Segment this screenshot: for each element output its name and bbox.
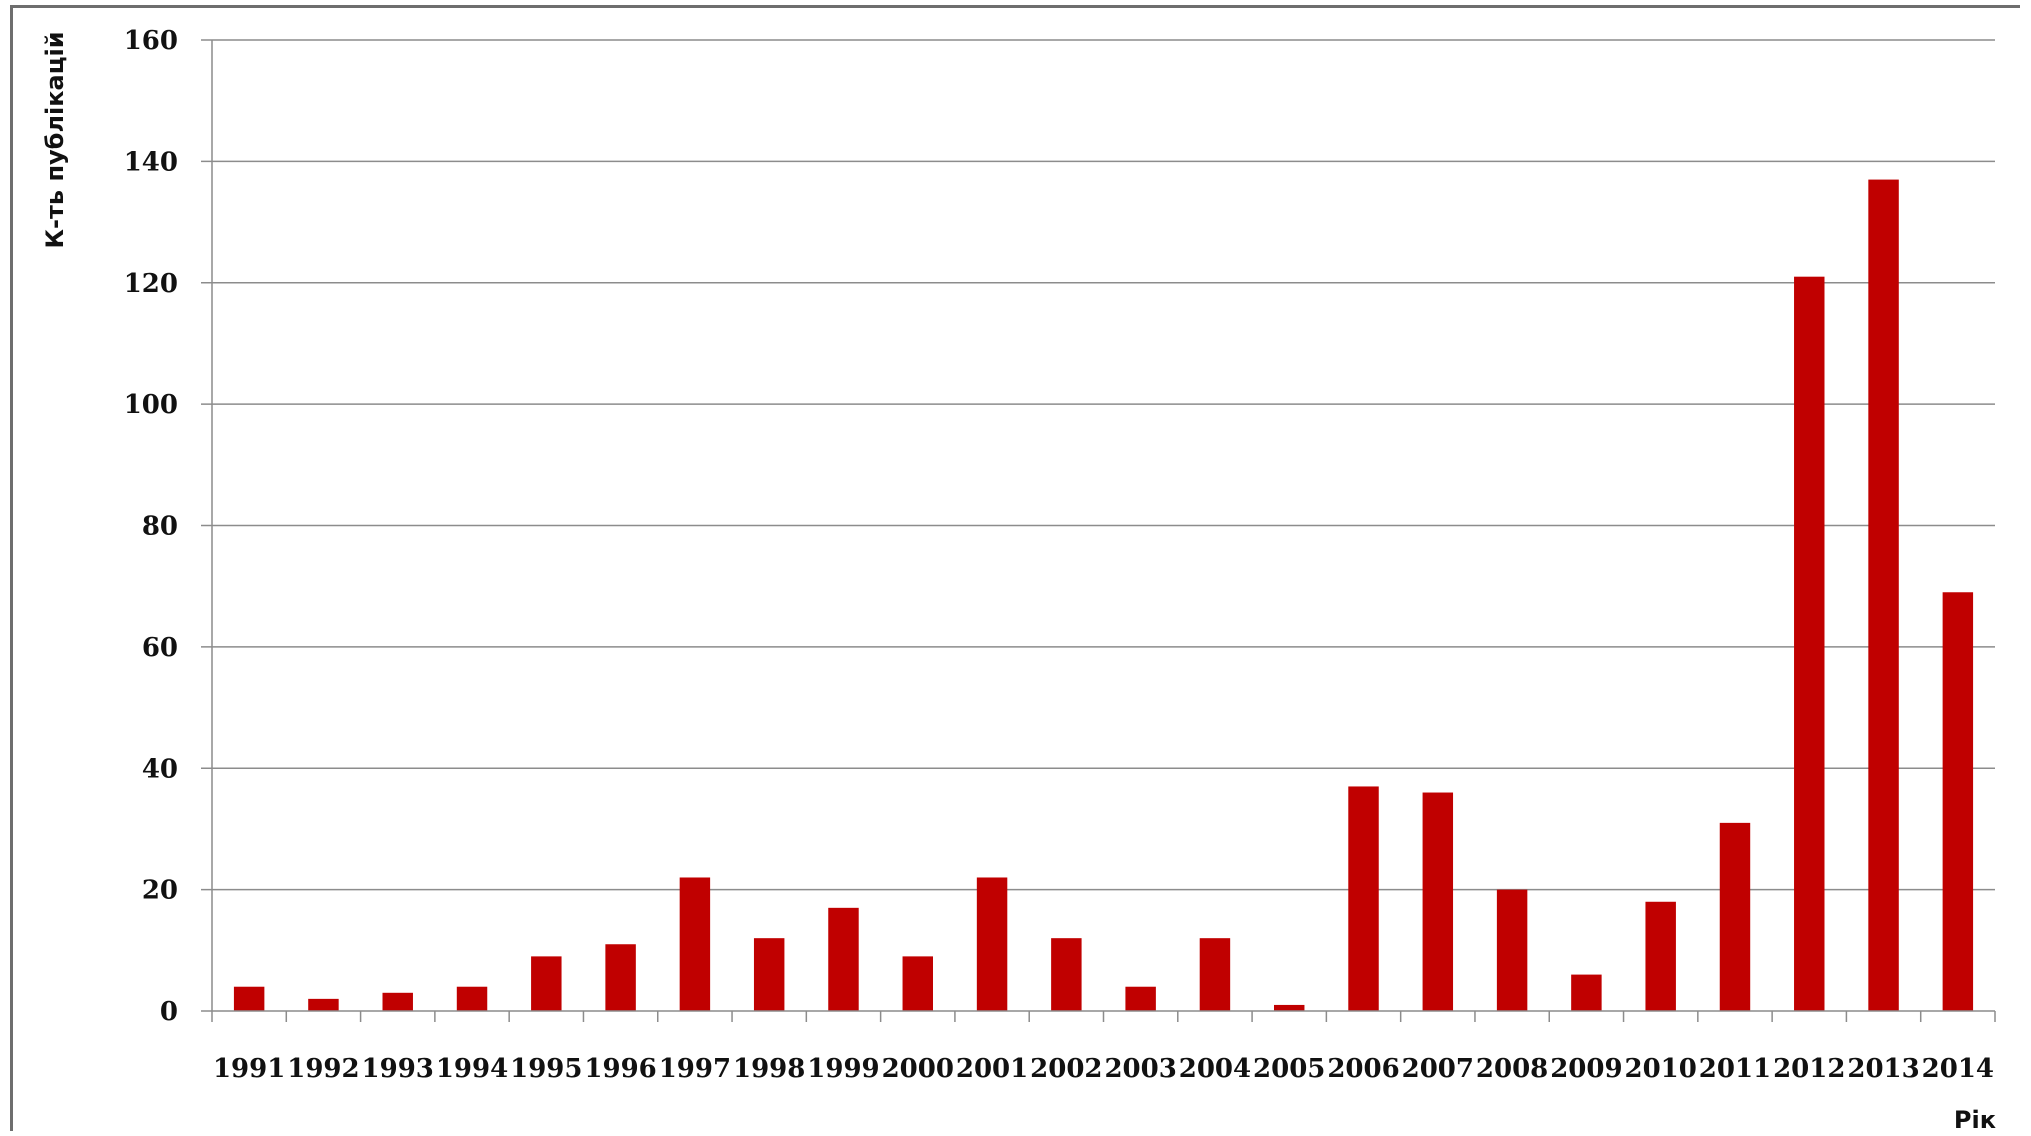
x-tick-label: 1995 bbox=[510, 1054, 582, 1084]
x-tick-label: 1999 bbox=[807, 1054, 879, 1084]
x-tick-label: 2010 bbox=[1625, 1054, 1697, 1084]
x-tick-label: 2008 bbox=[1476, 1054, 1548, 1084]
bar-2009 bbox=[1571, 974, 1602, 1011]
bar-1992 bbox=[308, 998, 339, 1011]
chart-frame bbox=[10, 5, 2020, 1131]
y-tick-label: 40 bbox=[142, 754, 178, 784]
bar-1998 bbox=[753, 938, 785, 1011]
x-tick-label: 2001 bbox=[956, 1054, 1028, 1084]
x-tick-label: 1996 bbox=[584, 1054, 656, 1084]
x-tick-label: 2006 bbox=[1327, 1054, 1399, 1084]
x-tick-label: 1992 bbox=[287, 1054, 359, 1084]
y-tick-label: 60 bbox=[142, 633, 178, 663]
x-tick-label: 2007 bbox=[1402, 1054, 1474, 1084]
x-tick-label: 1993 bbox=[362, 1054, 434, 1084]
y-tick-label: 80 bbox=[142, 512, 178, 542]
bar-2013 bbox=[1868, 179, 1899, 1012]
bar-2007 bbox=[1422, 792, 1454, 1011]
x-tick-label: 2003 bbox=[1104, 1054, 1176, 1084]
bar-2012 bbox=[1794, 276, 1825, 1011]
bar-2010 bbox=[1645, 901, 1676, 1011]
bar-1995 bbox=[531, 956, 562, 1011]
y-axis-title: К-ть публікацій bbox=[41, 31, 69, 248]
x-tick-label: 2000 bbox=[882, 1054, 954, 1084]
axes bbox=[211, 40, 1996, 1022]
bar-2005 bbox=[1273, 1004, 1305, 1011]
x-tick-labels: 1991 1992 1993 1994 1995 1996 1997 1998 1999 2000… bbox=[213, 1054, 1994, 1084]
bar-2014 bbox=[1942, 592, 1974, 1011]
y-tick-label: 120 bbox=[124, 269, 178, 299]
x-tick-label: 2002 bbox=[1030, 1054, 1102, 1084]
x-tick-label: 2009 bbox=[1550, 1054, 1622, 1084]
bar-2006 bbox=[1348, 786, 1379, 1011]
y-tick-label: 0 bbox=[160, 997, 178, 1027]
y-tick-label: 20 bbox=[142, 876, 178, 906]
x-tick-label: 2014 bbox=[1922, 1054, 1994, 1084]
x-tick-label: 2013 bbox=[1847, 1054, 1919, 1084]
x-tick-label: 1994 bbox=[436, 1054, 508, 1084]
bar-1991 bbox=[233, 986, 265, 1011]
x-tick-label: 1991 bbox=[213, 1054, 285, 1084]
x-tick-label: 2012 bbox=[1773, 1054, 1845, 1084]
y-tick-label: 140 bbox=[124, 147, 178, 177]
bar-2001 bbox=[976, 877, 1008, 1011]
y-tick-label: 160 bbox=[124, 26, 178, 56]
bar-2002 bbox=[1051, 938, 1082, 1011]
bar-1997 bbox=[679, 877, 711, 1011]
y-tick-labels: 0 20 40 60 80 100 120 140 160 bbox=[124, 26, 178, 1027]
gridlines bbox=[201, 39, 1995, 1012]
x-tick-label: 2011 bbox=[1699, 1054, 1771, 1084]
x-axis-title: Рік bbox=[1954, 1106, 1996, 1134]
bar-1999 bbox=[828, 907, 859, 1011]
bar-2008 bbox=[1496, 889, 1528, 1011]
x-tick-label: 1998 bbox=[733, 1054, 805, 1084]
x-tick-label: 2005 bbox=[1253, 1054, 1325, 1084]
x-tick-label: 1997 bbox=[659, 1054, 731, 1084]
bar-1996 bbox=[605, 944, 636, 1011]
y-tick-label: 100 bbox=[124, 390, 178, 420]
bar-2003 bbox=[1125, 986, 1156, 1011]
x-tick-label: 2004 bbox=[1179, 1054, 1251, 1084]
bars bbox=[233, 179, 1974, 1012]
bar-2011 bbox=[1719, 822, 1751, 1011]
bar-2004 bbox=[1199, 938, 1231, 1011]
bar-1994 bbox=[456, 986, 488, 1011]
bar-2000 bbox=[902, 956, 934, 1011]
bar-1993 bbox=[382, 992, 413, 1011]
